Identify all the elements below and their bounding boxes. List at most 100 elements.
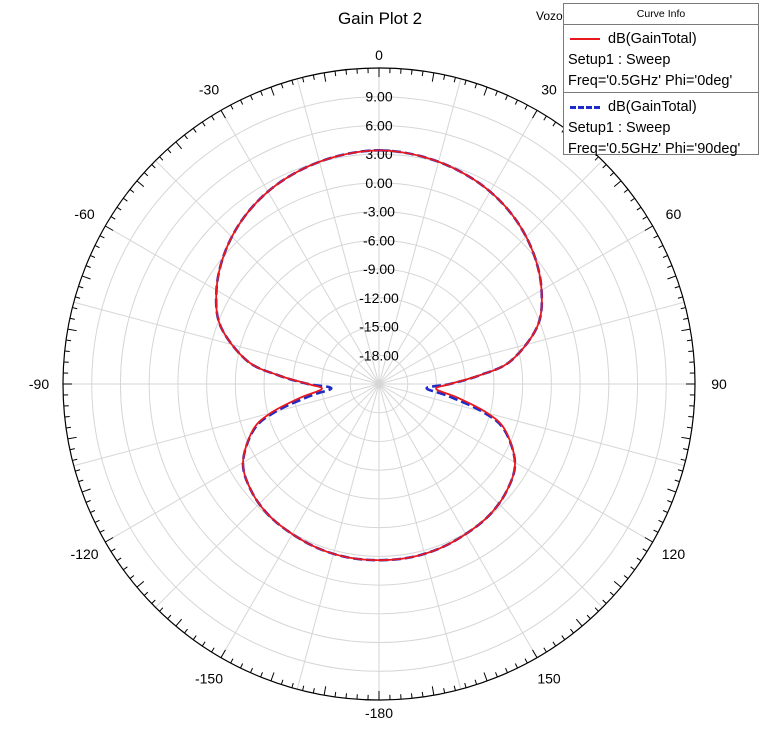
tick-mark [143,591,149,596]
tick-mark [129,575,135,579]
tick-mark [211,647,215,653]
tick-mark [94,245,100,249]
grid-spoke [220,110,380,385]
tick-mark [431,72,435,82]
tick-mark [524,104,528,110]
tick-mark [674,479,680,483]
angle-label: 150 [537,670,561,686]
tick-mark [75,296,81,299]
tick-mark [323,686,327,696]
tick-mark [505,667,508,673]
tick-mark [123,566,128,571]
tick-mark [312,74,315,80]
tick-mark [334,71,337,77]
tick-mark [110,548,116,552]
tick-mark [677,469,683,472]
tick-mark [483,86,488,96]
curve-info-legend[interactable]: Curve Info dB(GainTotal) Setup1 : Sweep … [563,3,759,157]
tick-mark [201,641,206,647]
tick-mark [630,197,635,202]
tick-mark [240,99,244,105]
tick-mark [561,635,566,640]
tick-mark [151,599,156,604]
tick-mark [464,682,467,688]
tick-mark [623,575,629,579]
tick-mark [532,649,538,658]
tick-mark [136,580,145,588]
tick-mark [443,688,446,694]
legend-entry-phi-90[interactable]: dB(GainTotal) Setup1 : Sweep Freq='0.5GH… [564,92,758,160]
legend-setup: Setup1 : Sweep [568,120,671,136]
tick-mark [667,275,677,280]
tick-mark [609,591,615,596]
radial-tick-label: -3.00 [363,204,395,220]
grid-spoke [378,110,538,385]
tick-mark [642,216,648,220]
tick-mark [411,693,413,699]
tick-mark [250,95,253,101]
tick-mark [151,164,156,169]
tick-mark [334,691,337,697]
angle-label: -60 [74,206,94,222]
angle-label: -180 [365,705,393,721]
tick-mark [662,510,668,513]
grid-spoke [155,160,380,385]
tick-mark [630,566,635,571]
tick-mark [81,275,91,280]
legend-params: Freq='0.5GHz' Phi='90deg' [568,141,741,157]
angle-label: -120 [71,546,99,562]
radial-tick-label: -12.00 [359,290,399,306]
outer-tick-marks [63,68,695,700]
grid-spoke [296,78,380,385]
tick-mark [575,618,583,627]
tick-mark [345,693,347,699]
tick-mark [85,500,91,503]
angle-label: 90 [711,376,727,392]
tick-mark [613,580,622,588]
tick-mark [99,235,105,239]
grid-spoke [378,383,462,690]
tick-mark [609,172,615,177]
legend-entry-phi-0[interactable]: dB(GainTotal) Setup1 : Sweep Freq='0.5GH… [564,25,758,92]
tick-mark [552,121,557,127]
radial-tick-label: -18.00 [359,347,399,363]
legend-series-name: dB(GainTotal) [608,99,697,115]
tick-mark [443,74,446,80]
tick-mark [636,206,642,211]
tick-mark [505,95,508,101]
angle-label: 120 [662,546,686,562]
tick-mark [514,99,518,105]
tick-mark [116,206,122,211]
radial-tick-label: -6.00 [363,232,395,248]
legend-swatch-blue-dashed [570,106,600,109]
tick-mark [421,71,424,77]
tick-mark [184,628,188,634]
legend-setup: Setup1 : Sweep [568,52,671,68]
tick-mark [201,121,206,127]
tick-mark [69,317,75,320]
tick-mark [123,197,128,202]
tick-mark [543,647,547,653]
angle-labels: 0 30 60 90 120 150 -180 -150 -120 -90 -60 -30 [29,47,727,721]
angle-label: -30 [199,82,219,98]
tick-mark [681,436,691,440]
tick-mark [64,416,70,418]
tick-mark [184,134,188,140]
grid-spoke [378,160,603,385]
tick-mark [291,80,294,86]
grid-spoke [378,301,685,385]
tick-mark [291,682,294,688]
tick-mark [90,255,96,258]
grid-spoke [378,225,653,385]
tick-mark [677,296,683,299]
tick-mark [680,458,686,461]
tick-mark [260,672,263,678]
tick-mark [453,685,456,691]
tick-mark [67,436,77,440]
tick-mark [116,557,122,562]
tick-mark [94,519,100,523]
tick-mark [623,189,629,193]
tick-mark [683,317,689,320]
tick-mark [674,285,680,289]
